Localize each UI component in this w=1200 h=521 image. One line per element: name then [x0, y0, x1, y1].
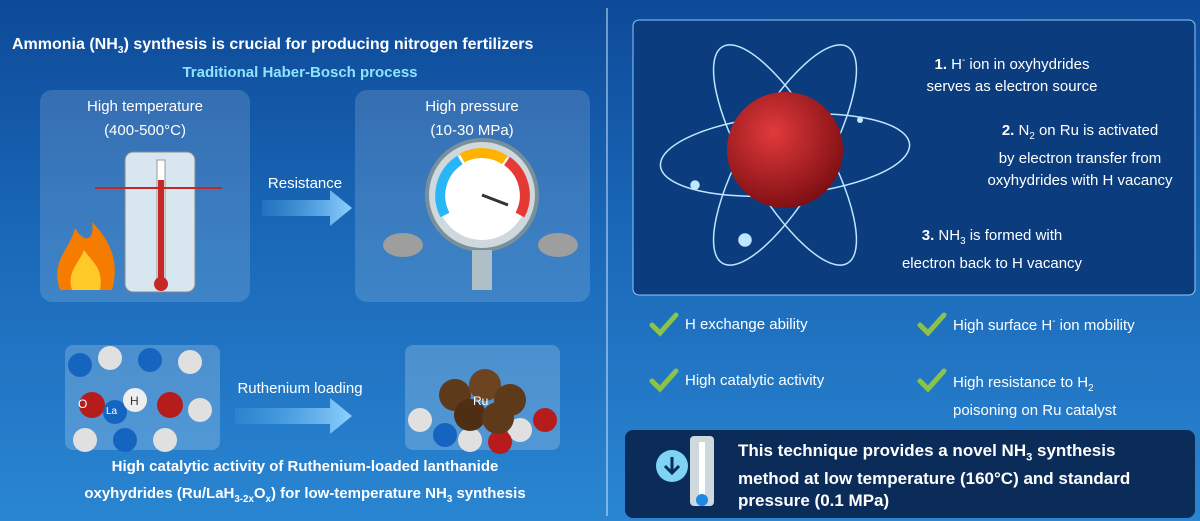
step-line: serves as electron source: [927, 76, 1098, 98]
feature-text: High surface H: [953, 317, 1052, 334]
step-line: oxyhydrides with H vacancy: [987, 170, 1172, 192]
subscript: 3-2x: [234, 494, 254, 505]
atom-label: Ru: [473, 394, 488, 408]
subheading: Traditional Haber-Bosch process: [182, 64, 417, 81]
feature: H exchange ability: [685, 316, 808, 333]
conclusion-text: synthesis: [1032, 441, 1115, 460]
atom-label: La: [106, 406, 117, 417]
feature: High surface H- ion mobility: [953, 316, 1135, 334]
caption-text: oxyhydrides (Ru/LaH: [84, 485, 234, 502]
conclusion: This technique provides a novel NH3 synt…: [738, 440, 1130, 512]
step-line: by electron transfer from: [987, 148, 1172, 170]
step: 3. NH3 is formed with electron back to H…: [902, 225, 1082, 275]
step-text: ion in oxyhydrides: [965, 56, 1089, 73]
step-line: 1. H- ion in oxyhydrides: [927, 50, 1098, 76]
label: High pressure: [425, 98, 518, 115]
value: (10-30 MPa): [430, 122, 513, 139]
heading-text: ) synthesis is crucial for producing nit…: [124, 36, 534, 53]
step-text: H: [947, 56, 962, 73]
conclusion-line: pressure (0.1 MPa): [738, 490, 1130, 512]
step: 1. H- ion in oxyhydrides serves as elect…: [927, 50, 1098, 98]
step-text: N: [1014, 122, 1029, 139]
arrow: [235, 398, 352, 434]
feature-line: poisoning on Ru catalyst: [953, 400, 1116, 422]
heading-text: Ammonia (NH: [12, 36, 118, 53]
arrow-label: Ruthenium loading: [237, 380, 362, 397]
step-number: 3.: [922, 227, 935, 244]
feature: High catalytic activity: [685, 372, 824, 389]
infographic: Ammonia (NH3) synthesis is crucial for p…: [0, 0, 1200, 521]
atom-label: O: [78, 397, 87, 411]
conclusion-text: This technique provides a novel NH: [738, 441, 1026, 460]
conclusion-line: This technique provides a novel NH3 synt…: [738, 440, 1130, 468]
arrow-label: Resistance: [268, 175, 342, 192]
step: 2. N2 on Ru is activated by electron tra…: [987, 120, 1172, 192]
step-text: is formed with: [966, 227, 1063, 244]
conclusion-line: method at low temperature (160°C) and st…: [738, 468, 1130, 490]
caption-text: ) for low-temperature NH: [271, 485, 447, 502]
feature: High resistance to H2 poisoning on Ru ca…: [953, 372, 1116, 422]
step-line: 3. NH3 is formed with: [902, 225, 1082, 253]
step-line: electron back to H vacancy: [902, 253, 1082, 275]
step-number: 2.: [1002, 122, 1015, 139]
oxyhydride-structure: [65, 345, 220, 452]
caption-text: synthesis: [452, 485, 525, 502]
step-number: 1.: [934, 56, 947, 73]
subscript: 2: [1088, 383, 1093, 394]
feature-text: ion mobility: [1055, 317, 1134, 334]
caption: High catalytic activity of Ruthenium-loa…: [112, 458, 499, 475]
step-text: NH: [934, 227, 960, 244]
feature-text: High resistance to H: [953, 374, 1088, 391]
caption-text: O: [254, 485, 266, 502]
step-line: 2. N2 on Ru is activated: [987, 120, 1172, 148]
heading: Ammonia (NH3) synthesis is crucial for p…: [12, 36, 533, 56]
value: (400-500°C): [104, 122, 186, 139]
label: High temperature: [87, 98, 203, 115]
arrow: [262, 190, 352, 226]
atom-label: H: [130, 394, 139, 408]
step-text: on Ru is activated: [1035, 122, 1158, 139]
feature-line: High resistance to H2: [953, 372, 1116, 400]
caption: oxyhydrides (Ru/LaH3-2xOx) for low-tempe…: [84, 485, 525, 505]
